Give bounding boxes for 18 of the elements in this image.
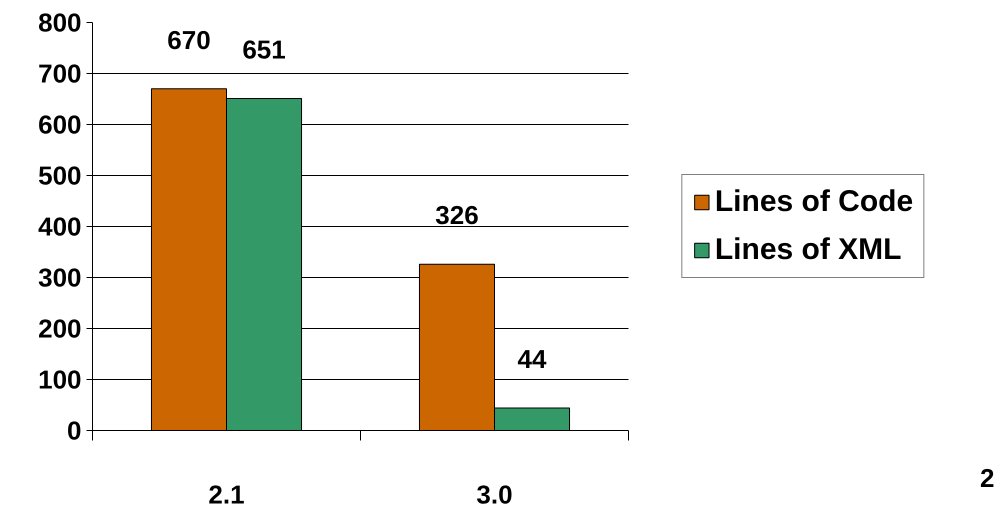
- y-tick-label: 200: [38, 314, 82, 344]
- y-tick-label: 300: [38, 262, 82, 292]
- y-tick-label: 0: [67, 416, 82, 446]
- data-label: 651: [242, 34, 286, 64]
- text: 2: [980, 462, 994, 495]
- legend-label: Lines of Code: [714, 185, 914, 219]
- y-tick-label: 400: [38, 212, 82, 242]
- data-label: 670: [167, 24, 211, 55]
- x-tick-label: 3.0: [476, 480, 513, 508]
- legend-label: Lines of XML: [714, 233, 902, 267]
- y-tick-label: 700: [38, 58, 82, 88]
- y-tick-label: 800: [38, 8, 82, 38]
- y-tick-label: 500: [38, 160, 82, 190]
- data-label: 326: [435, 200, 479, 230]
- y-tick-label: 600: [38, 110, 82, 140]
- data-label: 44: [518, 344, 548, 374]
- x-tick-label: 2.1: [208, 480, 245, 508]
- y-tick-label: 100: [38, 364, 82, 394]
